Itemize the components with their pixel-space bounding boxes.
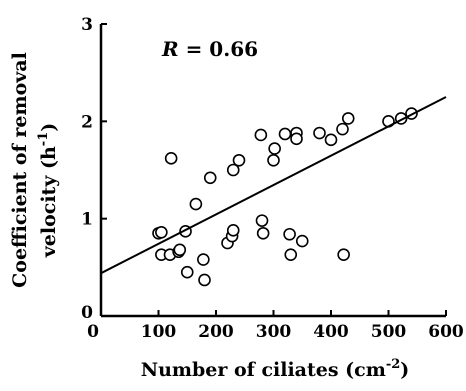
x-tick-label: 200 xyxy=(198,322,234,342)
y-tick-label: 0 xyxy=(81,303,93,323)
data-point xyxy=(254,128,268,142)
data-point xyxy=(256,226,270,240)
data-point xyxy=(255,214,269,227)
data-point xyxy=(324,133,338,147)
data-point xyxy=(226,163,240,177)
y-tick-label: 2 xyxy=(81,112,93,132)
data-point xyxy=(197,253,210,266)
x-tick-label: 400 xyxy=(313,322,349,342)
data-point xyxy=(341,112,355,125)
x-axis-title: Number of ciliates (cm-2) xyxy=(141,357,410,381)
data-point xyxy=(284,248,298,261)
data-point xyxy=(336,122,349,136)
data-point xyxy=(295,234,309,248)
y-axis-title-line2: velocity (h-1) xyxy=(36,123,60,259)
data-point xyxy=(290,132,303,146)
regression-line xyxy=(100,96,447,275)
x-tick-label: 0 xyxy=(87,322,99,342)
y-tick-label: 1 xyxy=(81,210,93,230)
correlation-annotation: R = 0.66 xyxy=(161,37,258,61)
data-point xyxy=(180,265,194,279)
data-point xyxy=(203,171,217,185)
y-axis-title-line1: Coefficient of removal xyxy=(9,52,31,288)
data-point xyxy=(226,224,240,237)
data-point xyxy=(267,153,280,167)
data-point xyxy=(155,225,168,239)
data-point xyxy=(283,227,296,241)
x-tick-label: 100 xyxy=(141,322,177,342)
data-point xyxy=(164,152,178,165)
data-point xyxy=(268,142,281,155)
data-point xyxy=(173,243,187,257)
data-point xyxy=(232,153,246,167)
x-tick-label: 500 xyxy=(371,322,407,342)
data-point xyxy=(313,126,326,140)
data-point xyxy=(189,197,203,211)
y-tick-label: 3 xyxy=(81,15,93,35)
data-point xyxy=(278,127,292,141)
data-point xyxy=(198,273,211,287)
x-tick-label: 300 xyxy=(256,322,292,342)
data-point xyxy=(337,248,350,261)
x-tick-label: 600 xyxy=(428,322,464,342)
